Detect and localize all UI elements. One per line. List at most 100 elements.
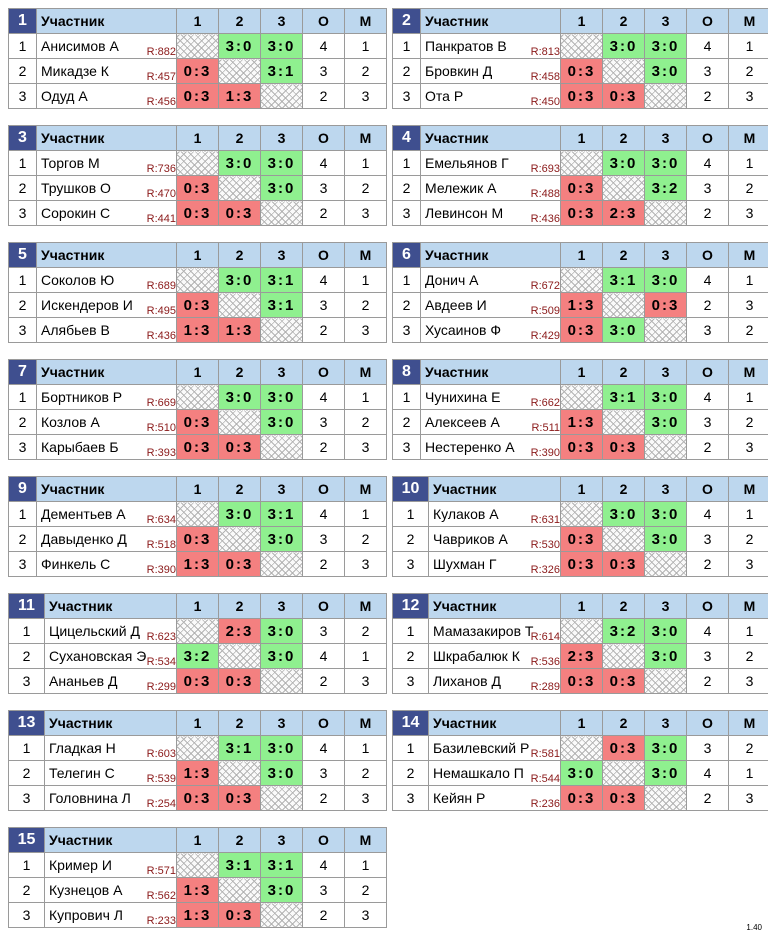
player-rating: R:233	[145, 915, 176, 927]
player-index: 2	[392, 409, 421, 435]
player-name[interactable]: Анисимов А	[41, 38, 119, 54]
player-name[interactable]: Трушков О	[41, 180, 111, 196]
player-name[interactable]: Донич А	[425, 272, 479, 288]
player-name[interactable]: Карыбаев Б	[41, 439, 119, 455]
player-name[interactable]: Хусаинов Ф	[425, 322, 501, 338]
place-header: М	[728, 8, 768, 34]
group-header-row: 5 Участник 1 2 3 О М	[8, 242, 387, 268]
player-row: 2 Сухановская Э R:534 3:2 3:0 4 1	[8, 643, 387, 669]
player-name[interactable]: Одуд А	[41, 88, 88, 104]
player-name[interactable]: Сухановская Э	[49, 648, 147, 664]
player-name[interactable]: Емельянов Г	[425, 155, 509, 171]
player-name[interactable]: Микадзе К	[41, 63, 109, 79]
player-name[interactable]: Телегин С	[49, 765, 115, 781]
player-cell: Базилевский Р R:581	[428, 735, 561, 761]
group-table: 2 Участник 1 2 3 О М 1 Панкратов В R:813 3:0 3:0 4 1 2…	[392, 8, 768, 109]
points-value: 3	[302, 618, 345, 644]
group-number: 6	[392, 242, 421, 268]
player-name[interactable]: Лиханов Д	[433, 673, 501, 689]
player-rating: R:441	[145, 213, 176, 225]
player-cell: Шкрабалюк К R:536	[428, 643, 561, 669]
player-name[interactable]: Ота Р	[425, 88, 464, 104]
player-name[interactable]: Дементьев А	[41, 506, 126, 522]
player-name[interactable]: Кейян Р	[433, 790, 486, 806]
player-index: 1	[392, 150, 421, 176]
place-value: 1	[344, 384, 387, 410]
col-header-2: 2	[602, 593, 645, 619]
player-name[interactable]: Чунихина Е	[425, 389, 501, 405]
player-name[interactable]: Панкратов В	[425, 38, 507, 54]
player-name[interactable]: Мележик А	[425, 180, 497, 196]
player-name[interactable]: Искендеров И	[41, 297, 133, 313]
group-header-row: 9 Участник 1 2 3 О М	[8, 476, 387, 502]
player-name[interactable]: Кулаков А	[433, 506, 499, 522]
place-value: 2	[344, 292, 387, 318]
player-name[interactable]: Гладкая Н	[49, 740, 116, 756]
self-match-cell	[176, 735, 219, 761]
player-name[interactable]: Ананьев Д	[49, 673, 118, 689]
match-score: 0:3	[176, 434, 219, 460]
player-index: 3	[8, 551, 37, 577]
player-name[interactable]: Цицельский Д	[49, 623, 140, 639]
match-score: 0:3	[560, 317, 603, 343]
place-header: М	[344, 710, 387, 736]
player-rating: R:518	[145, 539, 176, 551]
player-name[interactable]: Головнина Л	[49, 790, 131, 806]
self-match-cell	[644, 551, 687, 577]
player-name[interactable]: Торгов М	[41, 155, 100, 171]
player-name[interactable]: Финкель С	[41, 556, 111, 572]
player-row: 2 Козлов А R:510 0:3 3:0 3 2	[8, 409, 387, 435]
player-cell: Карыбаев Б R:393	[36, 434, 177, 460]
player-name[interactable]: Сорокин С	[41, 205, 111, 221]
player-name[interactable]: Кузнецов А	[49, 882, 123, 898]
points-header: О	[686, 710, 729, 736]
group-number: 14	[392, 710, 429, 736]
player-name[interactable]: Шкрабалюк К	[433, 648, 520, 664]
col-header-3: 3	[644, 476, 687, 502]
player-name[interactable]: Авдеев И	[425, 297, 487, 313]
group-table: 5 Участник 1 2 3 О М 1 Соколов Ю R:689 3:0 3:1 4 1 2 Ис…	[8, 242, 387, 343]
player-cell: Купрович Л R:233	[44, 902, 177, 928]
player-name[interactable]: Левинсон М	[425, 205, 504, 221]
player-index: 2	[8, 760, 45, 786]
player-name[interactable]: Купрович Л	[49, 907, 123, 923]
player-name[interactable]: Немашкало П	[433, 765, 524, 781]
place-value: 3	[344, 785, 387, 811]
points-header: О	[686, 125, 729, 151]
player-rating: R:562	[145, 890, 176, 902]
col-header-3: 3	[644, 359, 687, 385]
player-row: 3 Ананьев Д R:299 0:3 0:3 2 3	[8, 668, 387, 694]
player-name[interactable]: Чавриков А	[433, 531, 508, 547]
match-score: 0:3	[560, 58, 603, 84]
player-name[interactable]: Кример И	[49, 857, 112, 873]
player-name[interactable]: Козлов А	[41, 414, 100, 430]
points-header: О	[302, 8, 345, 34]
player-name[interactable]: Шухман Г	[433, 556, 497, 572]
match-score: 0:3	[602, 668, 645, 694]
place-value: 1	[728, 501, 768, 527]
match-score: 3:0	[260, 33, 303, 59]
player-row: 3 Шухман Г R:326 0:3 0:3 2 3	[392, 551, 768, 577]
player-name[interactable]: Мамазакиров Т	[433, 623, 534, 639]
player-name[interactable]: Соколов Ю	[41, 272, 115, 288]
col-header-1: 1	[560, 359, 603, 385]
player-row: 1 Соколов Ю R:689 3:0 3:1 4 1	[8, 267, 387, 293]
match-score: 0:3	[176, 58, 219, 84]
match-score: 0:3	[176, 526, 219, 552]
player-cell: Кример И R:571	[44, 852, 177, 878]
col-header-2: 2	[218, 242, 261, 268]
group-table: 6 Участник 1 2 3 О М 1 Донич А R:672 3:1 3:0 4 1 2 Авде…	[392, 242, 768, 343]
player-name[interactable]: Нестеренко А	[425, 439, 515, 455]
player-name[interactable]: Давыденко Д	[41, 531, 127, 547]
place-value: 1	[728, 33, 768, 59]
player-name[interactable]: Базилевский Р	[433, 740, 530, 756]
self-match-cell	[218, 877, 261, 903]
points-value: 4	[686, 267, 729, 293]
player-name[interactable]: Алексеев А	[425, 414, 500, 430]
player-rating: R:623	[145, 631, 176, 643]
player-name[interactable]: Алябьев В	[41, 322, 110, 338]
player-row: 2 Немашкало П R:544 3:0 3:0 4 1	[392, 760, 768, 786]
player-name[interactable]: Бортников Р	[41, 389, 123, 405]
player-name[interactable]: Бровкин Д	[425, 63, 493, 79]
points-header: О	[686, 359, 729, 385]
